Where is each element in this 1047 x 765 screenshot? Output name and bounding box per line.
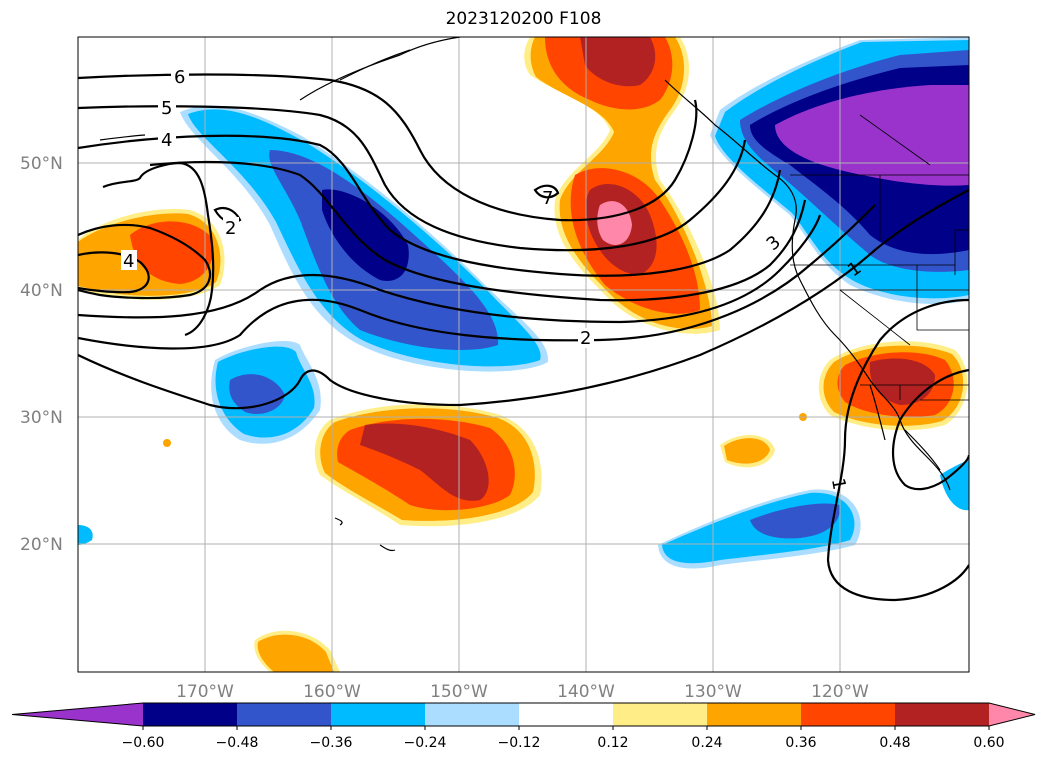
positive-anomaly-central: [314, 404, 542, 527]
lon-label-140w: 140°W: [557, 682, 615, 702]
colorbar-tick-label: 0.60: [973, 735, 1004, 751]
colorbar: −0.60 −0.48 −0.36 −0.24 −0.12 0.12 0.24 0.36 0.4…: [11, 702, 1036, 751]
coastlines: [99, 37, 951, 552]
lat-label-40: 40°N: [20, 281, 63, 301]
positive-anomaly-california: [818, 341, 968, 431]
lon-label-130w: 130°W: [684, 682, 742, 702]
contour-label-7: 7: [542, 188, 553, 209]
colorbar-segment: [519, 703, 614, 726]
negative-anomaly-left-edge: [78, 525, 93, 545]
lat-label-50: 50°N: [20, 154, 63, 174]
map-title: 2023120200 F108: [445, 9, 602, 29]
colorbar-extend-low: [12, 703, 143, 726]
lon-label-170w: 170°W: [176, 682, 234, 702]
lat-label-30: 30°N: [20, 408, 63, 428]
contour-label-4b: 4: [123, 251, 134, 272]
political-borders: [790, 114, 969, 401]
colorbar-extend-high: [989, 703, 1035, 726]
contour-label-4a: 4: [161, 130, 172, 151]
colorbar-segment: [707, 703, 802, 726]
positive-anomaly-small-1-core: [724, 438, 770, 464]
colorbar-tick-label: −0.12: [498, 735, 541, 751]
map-frame: [77, 36, 970, 673]
lon-label-160w: 160°W: [303, 682, 361, 702]
colorbar-tick-label: 0.24: [691, 735, 722, 751]
colorbar-segment: [237, 703, 332, 726]
contour-label-6: 6: [174, 67, 185, 88]
colorbar-segment: [143, 703, 238, 726]
map-area: 6 5 4 2 4 7 3 1 2 1: [78, 37, 969, 672]
positive-anomaly-gulf-alaska: [524, 37, 720, 334]
colorbar-tick-label: −0.60: [122, 735, 165, 751]
colorbar-segment: [801, 703, 896, 726]
colorbar-tick-label: 0.48: [879, 735, 910, 751]
contour-label-2b: 2: [580, 328, 591, 349]
colorbar-tick-label: −0.48: [216, 735, 259, 751]
contour-lines: [78, 73, 969, 602]
colorbar-segment: [895, 703, 990, 726]
latitude-labels: 50°N 40°N 30°N 20°N: [20, 154, 63, 555]
positive-anomaly-west: [78, 209, 225, 300]
lon-label-120w: 120°W: [811, 682, 869, 702]
negative-anomaly-blob-southeast: [658, 489, 861, 569]
colorbar-segment: [425, 703, 520, 726]
colorbar-tick-label: −0.36: [310, 735, 353, 751]
colorbar-tick-label: −0.24: [404, 735, 447, 751]
negative-anomaly-northeast: [710, 37, 969, 305]
longitude-labels: 170°W 160°W 150°W 140°W 130°W 120°W: [176, 682, 869, 702]
positive-anomaly-small-2-core: [257, 634, 334, 672]
colorbar-tick-label: 0.12: [597, 735, 628, 751]
contour-label-1b: 1: [827, 477, 850, 492]
negative-anomaly-edge: [940, 460, 969, 511]
colorbar-tick-label: 0.36: [785, 735, 816, 751]
negative-anomaly-blob-west: [211, 340, 321, 444]
positive-anomaly-dot-1: [163, 439, 171, 447]
contour-label-5: 5: [161, 98, 172, 119]
lon-label-150w: 150°W: [430, 682, 488, 702]
lat-label-20: 20°N: [20, 535, 63, 555]
colorbar-segment: [613, 703, 708, 726]
contour-value-labels: 6 5 4 2 4 7 3 1 2 1: [121, 66, 865, 491]
colorbar-segment: [331, 703, 426, 726]
contour-label-2a: 2: [225, 218, 236, 239]
